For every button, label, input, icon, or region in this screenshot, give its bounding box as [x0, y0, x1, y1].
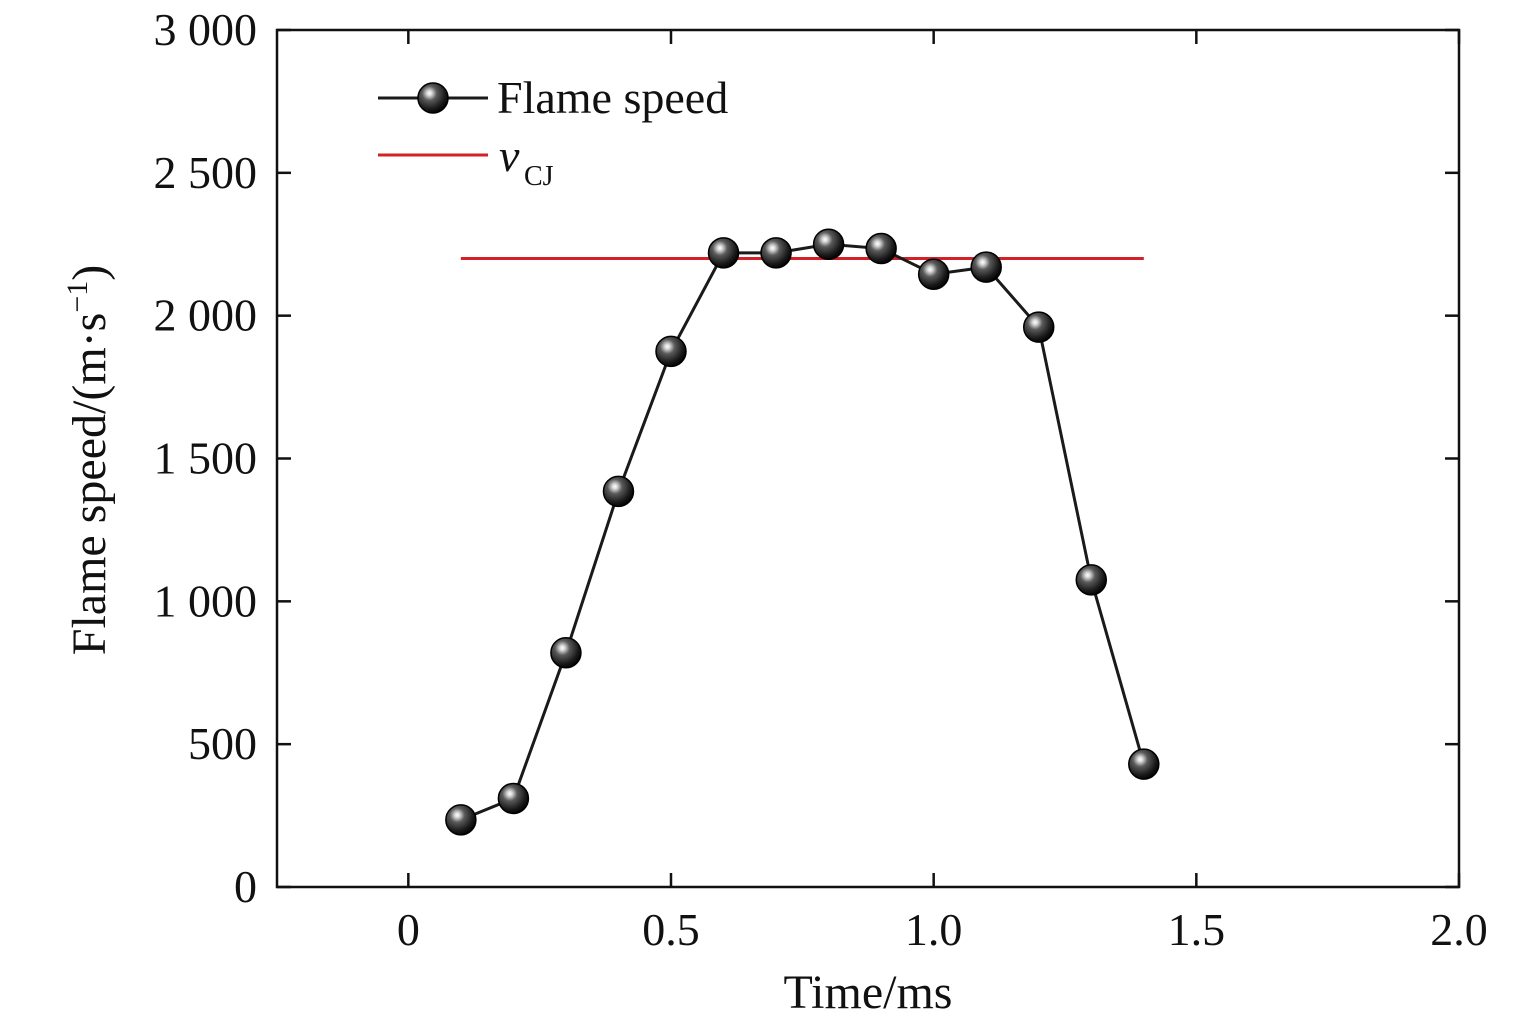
y-tick-label: 500: [188, 718, 257, 769]
data-point: [970, 251, 1002, 283]
data-point: [550, 637, 582, 669]
x-tick-label: 1.5: [1168, 904, 1226, 955]
x-axis-label: Time/ms: [784, 966, 953, 1019]
y-axis-label-superscript: −1: [61, 281, 94, 313]
data-point: [917, 258, 950, 290]
data-point: [497, 782, 530, 815]
legend-flame-speed-label: Flame speed: [497, 72, 728, 123]
x-tick-label: 1.0: [905, 904, 963, 955]
x-tick-label: 0.5: [642, 904, 700, 955]
flame-speed-series: [445, 228, 1160, 836]
legend: Flame speed v CJ: [378, 72, 728, 192]
y-tick-label: 1 000: [154, 575, 258, 626]
y-tick-label: 0: [234, 861, 257, 912]
data-point: [1128, 748, 1160, 780]
legend-flame-speed-marker: [417, 82, 449, 114]
x-tick-label: 2.0: [1430, 904, 1488, 955]
x-axis-ticks: 0 0.5 1.0 1.5 2.0: [397, 30, 1488, 955]
x-tick-label: 0: [397, 904, 420, 955]
data-point: [655, 335, 687, 368]
y-axis-ticks: 0 500 1 000 1 500 2 000 2 500 3 000: [154, 4, 1459, 912]
y-tick-label: 2 000: [154, 290, 258, 341]
data-point: [445, 804, 477, 836]
legend-vcj-subscript: CJ: [524, 161, 554, 192]
plot-frame: [275, 28, 1461, 889]
y-tick-label: 3 000: [154, 4, 258, 55]
data-point: [1075, 564, 1108, 596]
data-point: [865, 232, 897, 265]
data-point: [707, 237, 740, 269]
data-point: [812, 228, 845, 260]
data-point: [760, 237, 792, 269]
data-point: [1022, 311, 1055, 343]
y-axis-label-close: ): [63, 265, 116, 281]
y-tick-label: 1 500: [154, 433, 258, 484]
y-axis-label-main: Flame speed/(m·s: [63, 313, 116, 656]
y-axis-label: Flame speed/(m·s−1): [61, 265, 116, 656]
data-point: [602, 475, 635, 508]
legend-vcj-label: v: [499, 130, 520, 181]
y-tick-label: 2 500: [154, 147, 258, 198]
